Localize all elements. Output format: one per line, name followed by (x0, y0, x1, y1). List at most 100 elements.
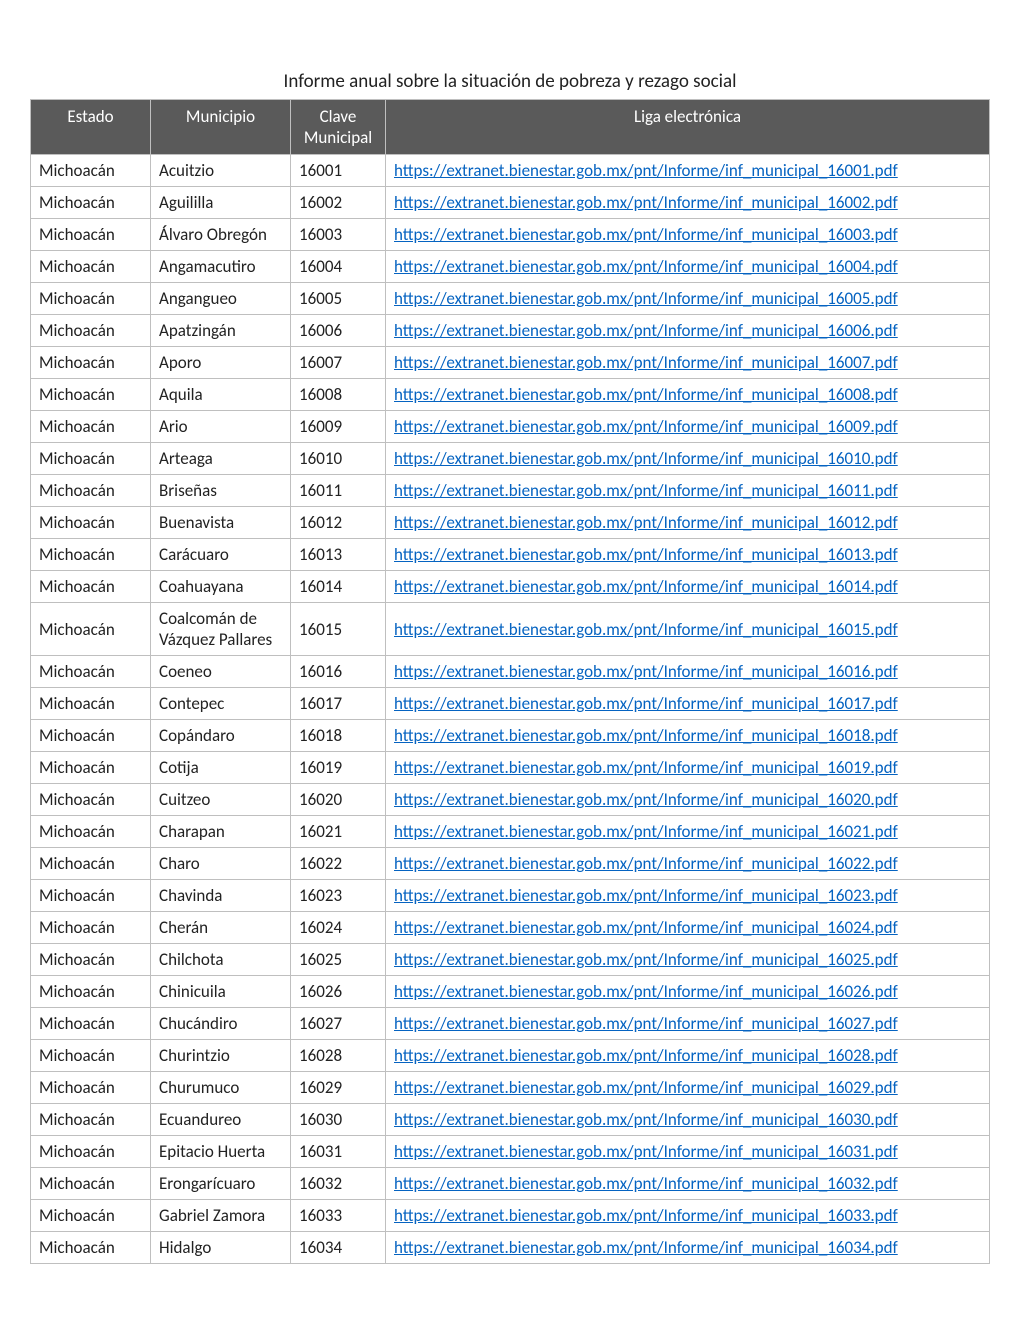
table-row: MichoacánContepec16017https://extranet.b… (31, 688, 990, 720)
cell-municipio: Coeneo (151, 656, 291, 688)
report-link[interactable]: https://extranet.bienestar.gob.mx/pnt/In… (394, 1141, 898, 1162)
col-liga: Liga electrónica (386, 100, 990, 155)
cell-liga: https://extranet.bienestar.gob.mx/pnt/In… (386, 944, 990, 976)
report-link[interactable]: https://extranet.bienestar.gob.mx/pnt/In… (394, 288, 898, 309)
table-row: MichoacánCoahuayana16014https://extranet… (31, 571, 990, 603)
report-link[interactable]: https://extranet.bienestar.gob.mx/pnt/In… (394, 725, 898, 746)
cell-clave: 16010 (291, 443, 386, 475)
table-row: MichoacánAguililla16002https://extranet.… (31, 187, 990, 219)
cell-estado: Michoacán (31, 347, 151, 379)
report-link[interactable]: https://extranet.bienestar.gob.mx/pnt/In… (394, 1173, 898, 1194)
cell-estado: Michoacán (31, 315, 151, 347)
cell-liga: https://extranet.bienestar.gob.mx/pnt/In… (386, 539, 990, 571)
cell-liga: https://extranet.bienestar.gob.mx/pnt/In… (386, 720, 990, 752)
cell-municipio: Briseñas (151, 475, 291, 507)
cell-liga: https://extranet.bienestar.gob.mx/pnt/In… (386, 656, 990, 688)
report-link[interactable]: https://extranet.bienestar.gob.mx/pnt/In… (394, 619, 898, 640)
cell-estado: Michoacán (31, 944, 151, 976)
report-link[interactable]: https://extranet.bienestar.gob.mx/pnt/In… (394, 256, 898, 277)
document-page: Informe anual sobre la situación de pobr… (0, 0, 1020, 1304)
cell-estado: Michoacán (31, 1008, 151, 1040)
cell-clave: 16013 (291, 539, 386, 571)
cell-estado: Michoacán (31, 1136, 151, 1168)
cell-clave: 16025 (291, 944, 386, 976)
report-link[interactable]: https://extranet.bienestar.gob.mx/pnt/In… (394, 448, 898, 469)
table-row: MichoacánCotija16019https://extranet.bie… (31, 752, 990, 784)
cell-municipio: Cherán (151, 912, 291, 944)
cell-clave: 16020 (291, 784, 386, 816)
cell-liga: https://extranet.bienestar.gob.mx/pnt/In… (386, 315, 990, 347)
report-link[interactable]: https://extranet.bienestar.gob.mx/pnt/In… (394, 480, 898, 501)
report-link[interactable]: https://extranet.bienestar.gob.mx/pnt/In… (394, 160, 898, 181)
cell-estado: Michoacán (31, 848, 151, 880)
cell-clave: 16022 (291, 848, 386, 880)
report-link[interactable]: https://extranet.bienestar.gob.mx/pnt/In… (394, 885, 898, 906)
cell-liga: https://extranet.bienestar.gob.mx/pnt/In… (386, 880, 990, 912)
report-link[interactable]: https://extranet.bienestar.gob.mx/pnt/In… (394, 821, 898, 842)
table-header: Estado Municipio Clave Municipal Liga el… (31, 100, 990, 155)
table-row: MichoacánAngamacutiro16004https://extran… (31, 251, 990, 283)
report-link[interactable]: https://extranet.bienestar.gob.mx/pnt/In… (394, 1045, 898, 1066)
cell-liga: https://extranet.bienestar.gob.mx/pnt/In… (386, 976, 990, 1008)
cell-municipio: Ecuandureo (151, 1104, 291, 1136)
report-link[interactable]: https://extranet.bienestar.gob.mx/pnt/In… (394, 1013, 898, 1034)
cell-estado: Michoacán (31, 507, 151, 539)
cell-liga: https://extranet.bienestar.gob.mx/pnt/In… (386, 1136, 990, 1168)
table-row: MichoacánChilchota16025https://extranet.… (31, 944, 990, 976)
cell-estado: Michoacán (31, 1200, 151, 1232)
report-link[interactable]: https://extranet.bienestar.gob.mx/pnt/In… (394, 1237, 898, 1258)
page-title: Informe anual sobre la situación de pobr… (30, 70, 990, 93)
col-clave: Clave Municipal (291, 100, 386, 155)
report-link[interactable]: https://extranet.bienestar.gob.mx/pnt/In… (394, 384, 898, 405)
report-link[interactable]: https://extranet.bienestar.gob.mx/pnt/In… (394, 416, 898, 437)
cell-estado: Michoacán (31, 1168, 151, 1200)
cell-municipio: Angangueo (151, 283, 291, 315)
cell-clave: 16005 (291, 283, 386, 315)
cell-clave: 16012 (291, 507, 386, 539)
cell-municipio: Copándaro (151, 720, 291, 752)
cell-estado: Michoacán (31, 1104, 151, 1136)
report-link[interactable]: https://extranet.bienestar.gob.mx/pnt/In… (394, 192, 898, 213)
cell-municipio: Churumuco (151, 1072, 291, 1104)
report-link[interactable]: https://extranet.bienestar.gob.mx/pnt/In… (394, 1109, 898, 1130)
table-row: MichoacánArteaga16010https://extranet.bi… (31, 443, 990, 475)
report-link[interactable]: https://extranet.bienestar.gob.mx/pnt/In… (394, 320, 898, 341)
cell-liga: https://extranet.bienestar.gob.mx/pnt/In… (386, 155, 990, 187)
table-row: MichoacánErongarícuaro16032https://extra… (31, 1168, 990, 1200)
cell-clave: 16007 (291, 347, 386, 379)
report-link[interactable]: https://extranet.bienestar.gob.mx/pnt/In… (394, 757, 898, 778)
report-link[interactable]: https://extranet.bienestar.gob.mx/pnt/In… (394, 949, 898, 970)
cell-liga: https://extranet.bienestar.gob.mx/pnt/In… (386, 347, 990, 379)
cell-liga: https://extranet.bienestar.gob.mx/pnt/In… (386, 752, 990, 784)
cell-municipio: Churintzio (151, 1040, 291, 1072)
cell-estado: Michoacán (31, 656, 151, 688)
cell-estado: Michoacán (31, 1072, 151, 1104)
cell-liga: https://extranet.bienestar.gob.mx/pnt/In… (386, 1168, 990, 1200)
report-link[interactable]: https://extranet.bienestar.gob.mx/pnt/In… (394, 693, 898, 714)
report-link[interactable]: https://extranet.bienestar.gob.mx/pnt/In… (394, 853, 898, 874)
cell-estado: Michoacán (31, 219, 151, 251)
report-link[interactable]: https://extranet.bienestar.gob.mx/pnt/In… (394, 512, 898, 533)
cell-municipio: Chavinda (151, 880, 291, 912)
report-link[interactable]: https://extranet.bienestar.gob.mx/pnt/In… (394, 1205, 898, 1226)
report-link[interactable]: https://extranet.bienestar.gob.mx/pnt/In… (394, 576, 898, 597)
table-row: MichoacánCharapan16021https://extranet.b… (31, 816, 990, 848)
cell-liga: https://extranet.bienestar.gob.mx/pnt/In… (386, 443, 990, 475)
cell-municipio: Ario (151, 411, 291, 443)
report-link[interactable]: https://extranet.bienestar.gob.mx/pnt/In… (394, 917, 898, 938)
table-row: MichoacánChurintzio16028https://extranet… (31, 1040, 990, 1072)
cell-clave: 16001 (291, 155, 386, 187)
report-link[interactable]: https://extranet.bienestar.gob.mx/pnt/In… (394, 352, 898, 373)
cell-estado: Michoacán (31, 784, 151, 816)
report-link[interactable]: https://extranet.bienestar.gob.mx/pnt/In… (394, 544, 898, 565)
cell-liga: https://extranet.bienestar.gob.mx/pnt/In… (386, 379, 990, 411)
report-link[interactable]: https://extranet.bienestar.gob.mx/pnt/In… (394, 224, 898, 245)
municipios-table: Estado Municipio Clave Municipal Liga el… (30, 99, 990, 1264)
report-link[interactable]: https://extranet.bienestar.gob.mx/pnt/In… (394, 789, 898, 810)
report-link[interactable]: https://extranet.bienestar.gob.mx/pnt/In… (394, 661, 898, 682)
table-row: MichoacánApatzingán16006https://extranet… (31, 315, 990, 347)
cell-clave: 16027 (291, 1008, 386, 1040)
col-municipio: Municipio (151, 100, 291, 155)
report-link[interactable]: https://extranet.bienestar.gob.mx/pnt/In… (394, 981, 898, 1002)
report-link[interactable]: https://extranet.bienestar.gob.mx/pnt/In… (394, 1077, 898, 1098)
